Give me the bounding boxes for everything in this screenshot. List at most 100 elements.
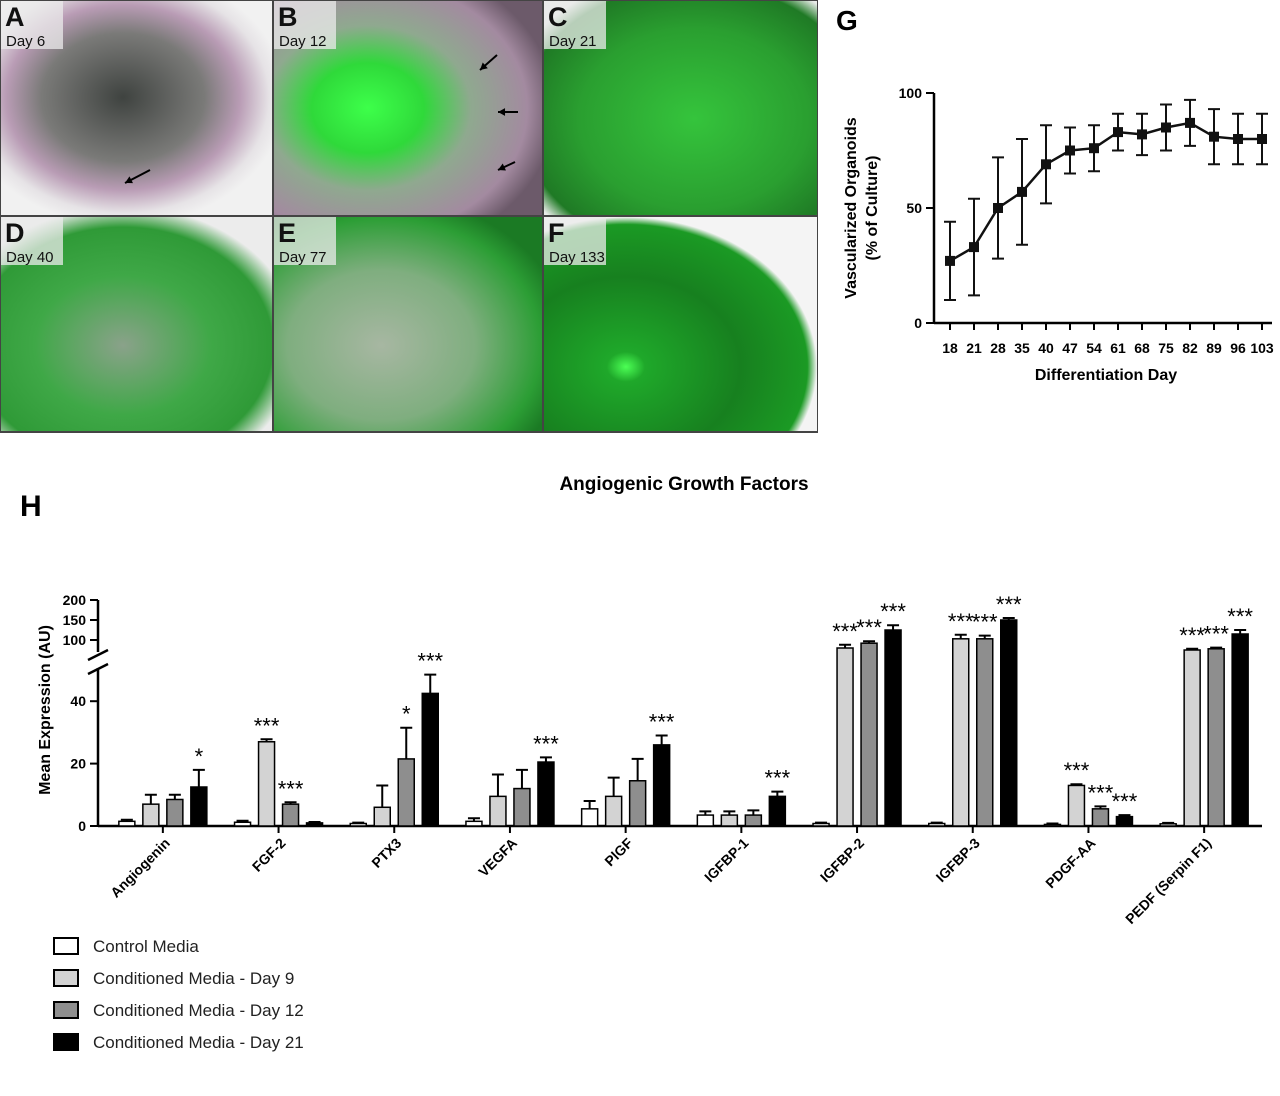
- data-point: [1017, 186, 1027, 197]
- bar: [744, 814, 763, 827]
- data-point: [1161, 122, 1171, 133]
- axis-break: [87, 648, 109, 676]
- x-tick-label: 82: [1182, 340, 1198, 356]
- bar: [1091, 808, 1110, 827]
- significance-label: *: [195, 744, 204, 769]
- x-tick-label: 40: [1038, 340, 1054, 356]
- x-tick-label: 75: [1158, 340, 1174, 356]
- y-tick-label: 200: [63, 592, 87, 608]
- panel-label: A: [5, 2, 25, 32]
- bar: [976, 638, 994, 827]
- significance-label: ***: [254, 713, 280, 738]
- significance-label: ***: [832, 619, 858, 644]
- arrow-head: [498, 163, 506, 171]
- panel-label: H: [20, 490, 42, 523]
- data-point: [1041, 159, 1051, 170]
- significance-label: ***: [880, 599, 906, 624]
- arrow-head: [480, 62, 488, 70]
- data-point: [1089, 143, 1099, 154]
- error-bar: [747, 809, 760, 816]
- significance-label: ***: [996, 592, 1022, 617]
- error-bar: [655, 734, 668, 745]
- x-tick-label: 21: [966, 340, 982, 356]
- legend-swatch: [53, 1033, 79, 1051]
- panel-label: G: [836, 5, 858, 36]
- x-tick-label: 103: [1250, 340, 1274, 356]
- label-backdrop: [274, 1, 336, 49]
- significance-label: ***: [1179, 623, 1205, 648]
- significance-label: ***: [1227, 604, 1253, 629]
- error-bar: [376, 784, 389, 808]
- bar: [257, 741, 276, 827]
- x-tick-label: FGF-2: [249, 835, 289, 875]
- error-bar: [607, 776, 620, 797]
- arrow-head: [125, 176, 133, 184]
- bar: [1067, 784, 1086, 827]
- panel-caption: Day 77: [279, 249, 327, 266]
- panel-caption: Day 12: [279, 33, 327, 50]
- bar: [1183, 649, 1201, 827]
- panel-caption: Day 133: [549, 249, 605, 266]
- x-tick-label: IGFBP-1: [701, 835, 752, 886]
- data-point: [1209, 131, 1219, 142]
- bar: [860, 642, 878, 827]
- y-tick-label: 50: [906, 200, 922, 216]
- significance-label: ***: [417, 649, 443, 674]
- x-tick-label: 18: [942, 340, 958, 356]
- bar: [720, 814, 739, 827]
- y-tick-label: 100: [899, 85, 923, 101]
- x-tick-label: VEGFA: [475, 835, 520, 880]
- y-tick-label: 0: [914, 315, 922, 331]
- chart-title: Angiogenic Growth Factors: [559, 474, 808, 495]
- x-tick-label: PDGF-AA: [1042, 835, 1098, 891]
- data-point: [1065, 145, 1075, 156]
- legend-swatch: [53, 1001, 79, 1019]
- error-bar: [515, 768, 528, 789]
- data-point: [1113, 127, 1123, 138]
- error-bar: [424, 673, 437, 694]
- x-tick-label: 47: [1062, 340, 1078, 356]
- bar: [513, 787, 531, 827]
- significance-label: ***: [1203, 622, 1229, 647]
- legend-label: Conditioned Media - Day 12: [93, 1001, 304, 1020]
- data-point: [1185, 117, 1195, 128]
- label-backdrop: [274, 217, 336, 265]
- bar: [349, 822, 367, 827]
- significance-label: *: [402, 702, 411, 727]
- significance-label: ***: [1088, 780, 1114, 805]
- data-line: [949, 121, 1262, 262]
- x-tick-label: IGFBP-2: [817, 835, 868, 886]
- y-tick-label: 0: [78, 818, 86, 834]
- x-tick-label: 68: [1134, 340, 1150, 356]
- significance-label: ***: [278, 776, 304, 801]
- data-point: [993, 203, 1003, 213]
- bar: [373, 806, 391, 827]
- error-bar: [583, 800, 596, 809]
- bar: [190, 786, 208, 827]
- error-bar: [539, 756, 552, 763]
- significance-label: ***: [649, 710, 675, 735]
- bar: [281, 803, 300, 827]
- x-tick-label: Angiogenin: [107, 835, 173, 901]
- x-tick-label: PTX3: [368, 835, 404, 871]
- bar: [305, 822, 324, 827]
- y-tick-label: 150: [63, 612, 87, 628]
- panel-label: E: [278, 218, 296, 248]
- bar: [580, 808, 599, 827]
- x-tick-label: PlGF: [601, 834, 636, 869]
- label-backdrop: [544, 217, 606, 265]
- significance-label: ***: [948, 609, 974, 634]
- panel-label: B: [278, 2, 298, 32]
- bar: [1231, 633, 1249, 827]
- panel-caption: Day 40: [6, 249, 54, 266]
- y-tick-label: 20: [70, 756, 86, 772]
- bar: [604, 795, 623, 827]
- panel-label: C: [548, 2, 568, 32]
- label-backdrop: [544, 1, 606, 49]
- significance-label: ***: [533, 731, 559, 756]
- error-bar: [168, 793, 181, 800]
- x-axis-title: Differentiation Day: [1035, 367, 1177, 384]
- x-tick-label: 96: [1230, 340, 1246, 356]
- significance-label: ***: [972, 610, 998, 635]
